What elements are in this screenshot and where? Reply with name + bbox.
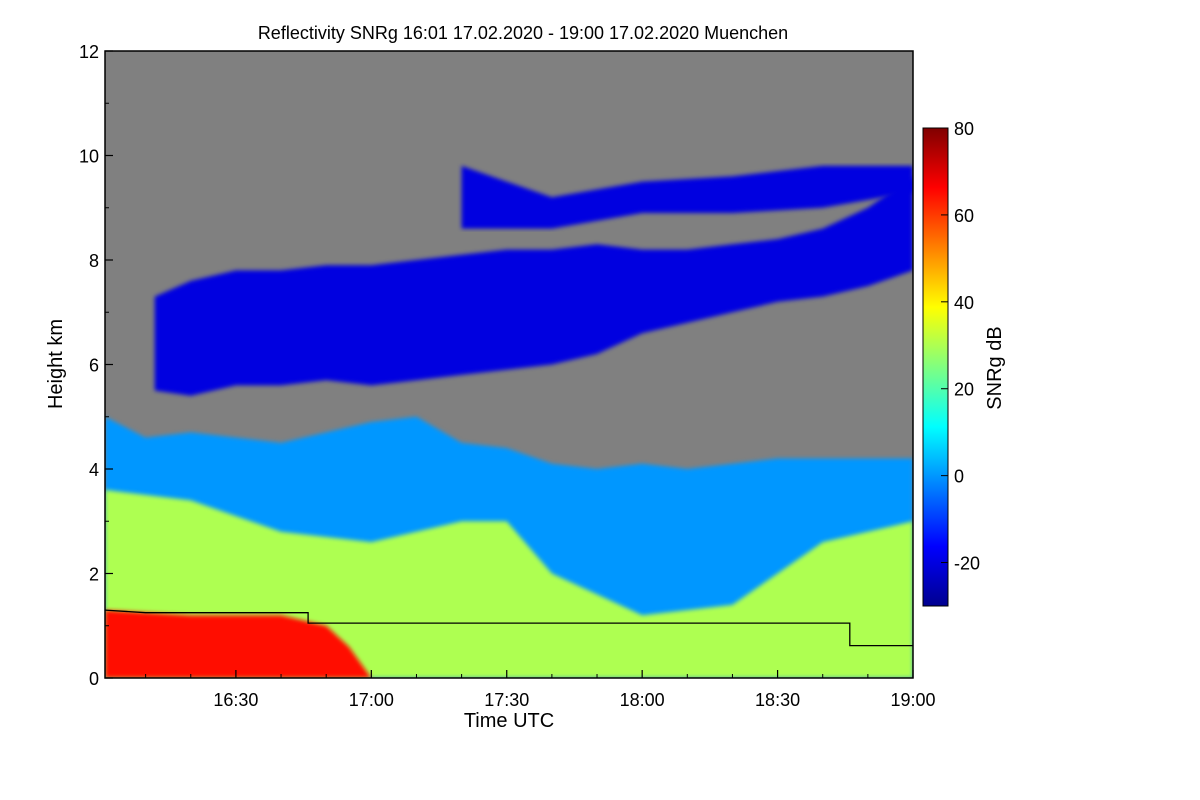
y-tick-label: 0 xyxy=(89,669,99,689)
boundary-line xyxy=(105,609,913,647)
y-tick-label: 4 xyxy=(89,460,99,480)
x-tick-label: 19:00 xyxy=(890,690,935,710)
chart-title: Reflectivity SNRg 16:01 17.02.2020 - 19:… xyxy=(258,23,788,43)
colorbar-label: SNRg dB xyxy=(984,326,1006,409)
colorbar-axis: -20 0 20 40 60 80 xyxy=(941,119,980,574)
x-tick-label: 16:30 xyxy=(213,690,258,710)
y-tick-label: 10 xyxy=(79,147,99,167)
colorbar-tick-label: 60 xyxy=(954,206,974,226)
colorbar-tick-label: 40 xyxy=(954,293,974,313)
y-axis: 0 2 4 6 8 10 12 xyxy=(79,42,113,689)
layer-cirrus-top xyxy=(461,165,913,229)
colorbar-tick-label: 80 xyxy=(954,119,974,139)
x-tick-label: 17:00 xyxy=(349,690,394,710)
layer-rain xyxy=(105,610,372,678)
x-tick-label: 18:00 xyxy=(620,690,665,710)
x-tick-label: 17:30 xyxy=(484,690,529,710)
y-tick-label: 6 xyxy=(89,356,99,376)
x-axis: 16:30 17:00 17:30 18:00 18:30 19:00 xyxy=(145,670,936,710)
colorbar-tick-label: -20 xyxy=(954,554,980,574)
colorbar-tick-label: 0 xyxy=(954,467,964,487)
y-axis-label: Height km xyxy=(45,319,67,409)
y-tick-label: 2 xyxy=(89,565,99,585)
x-axis-label: Time UTC xyxy=(464,710,554,732)
y-tick-label: 8 xyxy=(89,251,99,271)
colorbar-tick-label: 20 xyxy=(954,380,974,400)
y-tick-label: 12 xyxy=(79,42,99,62)
x-tick-label: 18:30 xyxy=(755,690,800,710)
layer-upper-cloud xyxy=(154,176,913,396)
colorbar xyxy=(922,127,949,607)
